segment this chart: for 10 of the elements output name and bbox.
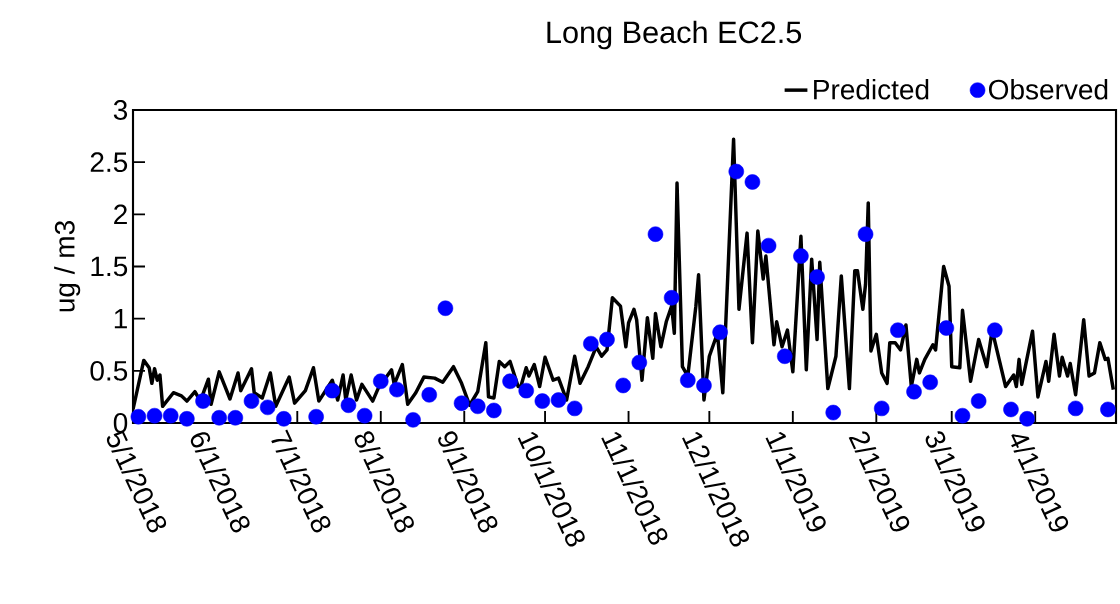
y-tick-label: 2: [114, 204, 127, 225]
legend-label: Predicted: [814, 78, 929, 100]
y-tick-label: 3: [113, 100, 128, 120]
y-tick-label: 2.5: [90, 152, 128, 173]
y-tick-label: 1: [114, 309, 127, 329]
y-tick-label: 1.5: [91, 256, 128, 277]
y-tick-label: 0.5: [90, 360, 128, 381]
y-axis-title: ug / m3: [54, 221, 81, 312]
legend-label: Observed: [989, 78, 1108, 100]
chart-title: Long Beach EC2.5: [547, 20, 802, 50]
